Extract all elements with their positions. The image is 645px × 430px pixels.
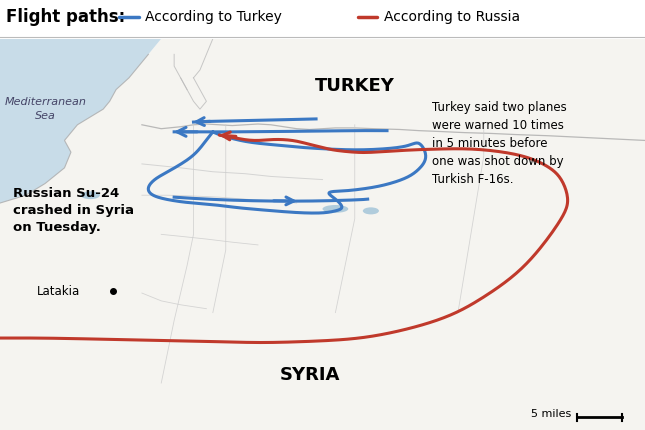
Polygon shape	[0, 39, 645, 430]
Polygon shape	[0, 39, 161, 430]
Text: Flight paths:: Flight paths:	[6, 9, 126, 26]
Ellipse shape	[322, 205, 348, 213]
Text: Latakia: Latakia	[36, 285, 80, 298]
Text: SYRIA: SYRIA	[279, 366, 340, 384]
Text: Russian Su-24
crashed in Syria
on Tuesday.: Russian Su-24 crashed in Syria on Tuesda…	[13, 187, 134, 234]
Text: Mediterranean
Sea: Mediterranean Sea	[5, 97, 86, 121]
Text: 5 miles: 5 miles	[531, 408, 571, 418]
Ellipse shape	[81, 191, 100, 199]
Text: TURKEY: TURKEY	[315, 77, 395, 95]
Text: Turkey said two planes
were warned 10 times
in 5 minutes before
one was shot dow: Turkey said two planes were warned 10 ti…	[432, 101, 567, 186]
Ellipse shape	[362, 207, 379, 215]
Text: According to Turkey: According to Turkey	[145, 10, 282, 25]
Text: According to Russia: According to Russia	[384, 10, 520, 25]
